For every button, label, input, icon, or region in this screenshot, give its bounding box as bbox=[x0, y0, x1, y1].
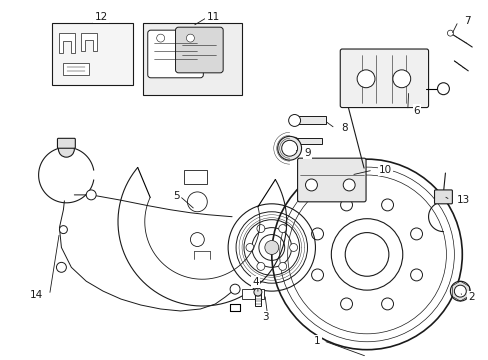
Circle shape bbox=[311, 269, 323, 281]
Circle shape bbox=[410, 269, 422, 281]
Polygon shape bbox=[63, 63, 89, 75]
Bar bbox=[51, 23, 133, 85]
Polygon shape bbox=[254, 292, 260, 306]
Circle shape bbox=[186, 34, 194, 42]
Text: 6: 6 bbox=[413, 105, 420, 116]
Text: 2: 2 bbox=[468, 292, 474, 302]
Text: 12: 12 bbox=[94, 12, 107, 22]
Polygon shape bbox=[60, 33, 75, 53]
Circle shape bbox=[305, 179, 317, 191]
Text: 9: 9 bbox=[304, 148, 310, 158]
Polygon shape bbox=[184, 170, 207, 184]
FancyBboxPatch shape bbox=[297, 158, 366, 202]
Text: 11: 11 bbox=[206, 12, 220, 22]
Circle shape bbox=[281, 140, 297, 156]
Circle shape bbox=[288, 114, 300, 126]
Circle shape bbox=[345, 233, 388, 276]
Circle shape bbox=[449, 281, 469, 301]
Circle shape bbox=[277, 136, 301, 160]
Bar bbox=[142, 23, 242, 95]
Text: 7: 7 bbox=[463, 16, 470, 26]
Circle shape bbox=[245, 243, 253, 251]
Text: 5: 5 bbox=[173, 191, 180, 201]
Circle shape bbox=[253, 288, 262, 296]
Text: 8: 8 bbox=[341, 123, 347, 134]
Text: 14: 14 bbox=[30, 290, 43, 300]
Circle shape bbox=[190, 233, 204, 247]
Circle shape bbox=[290, 137, 298, 145]
Circle shape bbox=[256, 262, 264, 270]
Circle shape bbox=[447, 30, 452, 36]
Circle shape bbox=[381, 298, 393, 310]
Circle shape bbox=[437, 83, 448, 95]
Circle shape bbox=[256, 225, 264, 233]
Text: 10: 10 bbox=[378, 165, 391, 175]
FancyBboxPatch shape bbox=[57, 138, 75, 148]
Text: 3: 3 bbox=[262, 312, 268, 322]
Text: 13: 13 bbox=[455, 195, 468, 205]
Polygon shape bbox=[294, 117, 325, 125]
Circle shape bbox=[392, 70, 410, 88]
Polygon shape bbox=[294, 138, 322, 144]
Circle shape bbox=[156, 34, 164, 42]
Circle shape bbox=[56, 262, 66, 272]
FancyBboxPatch shape bbox=[175, 27, 223, 73]
Circle shape bbox=[278, 225, 286, 233]
Circle shape bbox=[340, 298, 352, 310]
Circle shape bbox=[86, 190, 96, 200]
Circle shape bbox=[289, 243, 297, 251]
FancyBboxPatch shape bbox=[340, 49, 427, 108]
Circle shape bbox=[230, 284, 240, 294]
Circle shape bbox=[59, 141, 74, 157]
Circle shape bbox=[187, 192, 207, 212]
Circle shape bbox=[340, 199, 352, 211]
Circle shape bbox=[453, 285, 466, 297]
Circle shape bbox=[356, 70, 374, 88]
Circle shape bbox=[278, 262, 286, 270]
Circle shape bbox=[264, 240, 278, 255]
Circle shape bbox=[60, 226, 67, 234]
Circle shape bbox=[343, 179, 354, 191]
Circle shape bbox=[381, 199, 393, 211]
Polygon shape bbox=[81, 33, 97, 51]
Circle shape bbox=[410, 228, 422, 240]
Text: 1: 1 bbox=[313, 336, 320, 346]
FancyBboxPatch shape bbox=[434, 190, 451, 204]
Text: 4: 4 bbox=[251, 277, 258, 287]
FancyBboxPatch shape bbox=[147, 30, 203, 78]
Polygon shape bbox=[242, 289, 264, 299]
Circle shape bbox=[311, 228, 323, 240]
